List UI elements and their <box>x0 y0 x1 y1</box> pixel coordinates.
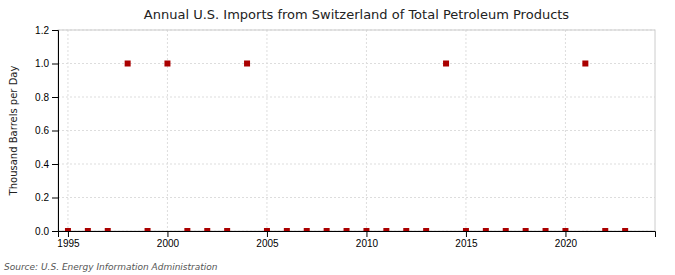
point <box>403 228 409 231</box>
grid-line <box>58 197 655 198</box>
tick-label: 1.0 <box>35 58 49 69</box>
point <box>602 228 608 231</box>
point <box>463 228 469 231</box>
point <box>543 228 549 231</box>
point <box>224 228 230 231</box>
grid-line <box>465 30 466 231</box>
point <box>363 228 369 231</box>
tick-mark <box>52 231 58 232</box>
tick: 2010 <box>356 231 379 249</box>
grid-line <box>67 30 68 231</box>
tick: 0.4 <box>35 159 58 170</box>
point <box>423 228 429 231</box>
tick-mark <box>267 231 268 237</box>
point <box>324 228 330 231</box>
tick-label: 1.2 <box>35 25 49 36</box>
tick-label: 0.6 <box>35 125 49 136</box>
point <box>85 228 91 231</box>
point <box>523 228 529 231</box>
point <box>105 228 111 231</box>
tick: 2015 <box>455 231 478 249</box>
tick: 0.8 <box>35 92 58 103</box>
tick: 0.6 <box>35 125 58 136</box>
tick-label: 2005 <box>256 238 279 249</box>
tick-mark <box>366 231 367 237</box>
point <box>184 228 190 231</box>
tick: 1.2 <box>35 25 58 36</box>
tick: 2005 <box>256 231 279 249</box>
tick-mark <box>52 97 58 98</box>
source: Source: U.S. Energy Information Administ… <box>4 262 218 272</box>
grid-line <box>565 30 566 231</box>
point <box>344 228 350 231</box>
point <box>244 61 250 67</box>
point <box>125 61 131 67</box>
grid <box>58 30 655 231</box>
point <box>284 228 290 231</box>
grid-line <box>266 30 267 231</box>
point <box>65 228 71 231</box>
tick: 1.0 <box>35 58 58 69</box>
tick-mark <box>52 30 58 31</box>
tick-label: 1995 <box>57 238 80 249</box>
tick: 0.2 <box>35 192 58 203</box>
chart: 1995 2000 2005 2010 2015 2020 0.0 0.2 0.4 0.6 0.8 1… <box>0 0 675 275</box>
grid-line <box>58 97 655 98</box>
x-axis: 1995 2000 2005 2010 2015 2020 <box>57 231 655 249</box>
point <box>622 228 628 231</box>
tick-label: 2010 <box>356 238 379 249</box>
point <box>562 228 568 231</box>
tick-mark <box>52 164 58 165</box>
tick-label: 2000 <box>157 238 180 249</box>
tick-mark <box>565 231 566 237</box>
tick-label: 2020 <box>555 238 578 249</box>
axis-line <box>52 31 59 232</box>
tick-mark <box>466 231 467 237</box>
tick: 1995 <box>57 231 80 249</box>
tick-label: 0.0 <box>35 226 49 237</box>
y-axis-title: Thousand Barrels per Day <box>8 66 19 197</box>
tick: 2020 <box>555 231 578 249</box>
point <box>383 228 389 231</box>
tick-mark <box>68 231 69 237</box>
point <box>503 228 509 231</box>
point <box>164 61 170 67</box>
plot: 1995 2000 2005 2010 2015 2020 0.0 0.2 0.4 0.6 0.8 1… <box>35 25 655 249</box>
point <box>204 228 210 231</box>
point <box>483 228 489 231</box>
tick-label: 2015 <box>455 238 478 249</box>
tick: 0.0 <box>35 226 58 237</box>
marks <box>65 61 628 232</box>
y-axis: 0.0 0.2 0.4 0.6 0.8 1.0 1.2 <box>35 25 58 237</box>
axis-line <box>59 232 656 238</box>
grid-line <box>366 30 367 231</box>
tick-label: 0.8 <box>35 92 49 103</box>
tick-mark <box>52 131 58 132</box>
point <box>443 61 449 67</box>
point <box>145 228 151 231</box>
tick-mark <box>52 198 58 199</box>
title: Annual U.S. Imports from Switzerland of … <box>144 7 570 22</box>
plot-frame <box>58 30 655 231</box>
point <box>582 61 588 67</box>
point <box>264 228 270 231</box>
tick-mark <box>167 231 168 237</box>
tick-mark <box>52 64 58 65</box>
tick-label: 0.4 <box>35 159 49 170</box>
grid-line <box>167 30 168 231</box>
point <box>304 228 310 231</box>
tick: 2000 <box>157 231 180 249</box>
tick-label: 0.2 <box>35 192 49 203</box>
